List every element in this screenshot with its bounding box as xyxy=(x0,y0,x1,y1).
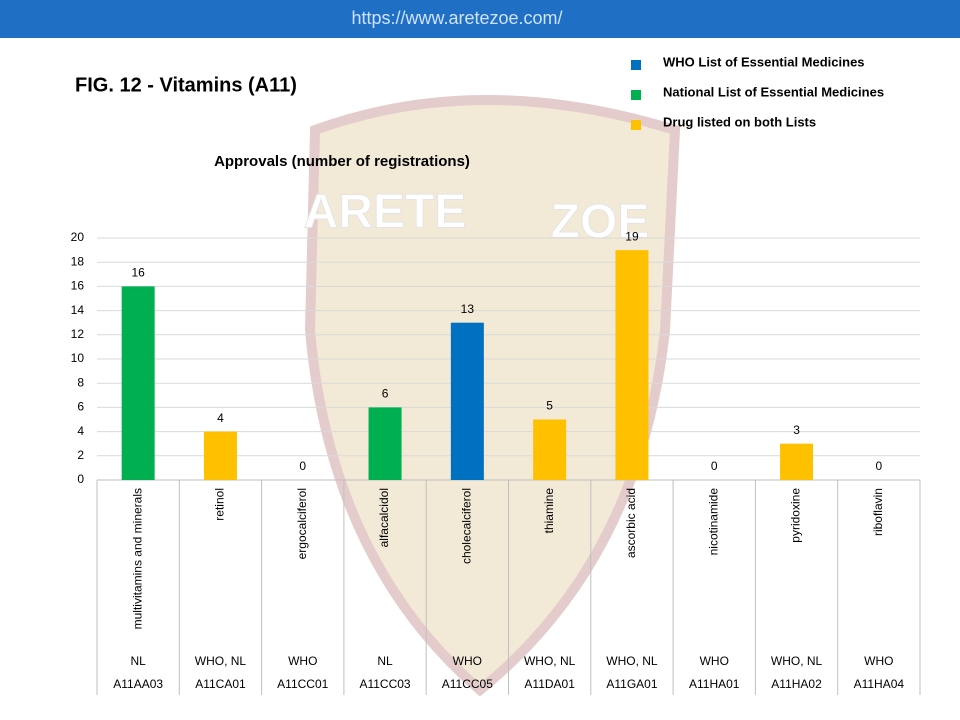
chart-title: FIG. 12 - Vitamins (A11) xyxy=(75,74,297,96)
code-label: A11AA03 xyxy=(113,677,163,691)
data-label: 0 xyxy=(299,459,306,473)
y-tick-label: 18 xyxy=(71,254,85,268)
x-tick-label: cholecalciferol xyxy=(460,488,474,564)
legend-swatch xyxy=(631,60,641,70)
code-label: A11CA01 xyxy=(195,677,246,691)
code-label: A11HA04 xyxy=(854,677,905,691)
legend-swatch xyxy=(631,120,641,130)
x-tick-label: retinol xyxy=(213,488,227,521)
chart-subtitle: Approvals (number of registrations) xyxy=(214,153,470,170)
data-label: 5 xyxy=(546,399,553,413)
x-tick-label: alfacalcidol xyxy=(377,488,391,547)
bar xyxy=(533,419,567,480)
list-label: NL xyxy=(377,654,393,668)
code-label: A11CC05 xyxy=(442,677,493,691)
data-label: 19 xyxy=(625,229,639,243)
header-url[interactable]: https://www.aretezoe.com/ xyxy=(351,8,562,28)
list-label: WHO xyxy=(864,654,893,668)
y-tick-label: 16 xyxy=(71,279,85,293)
header-bar xyxy=(0,0,960,38)
data-label: 4 xyxy=(217,411,224,425)
list-label: WHO, NL xyxy=(524,654,576,668)
x-tick-label: multivitamins and minerals xyxy=(130,488,144,629)
y-tick-label: 10 xyxy=(71,351,85,365)
list-label: WHO xyxy=(288,654,317,668)
list-label: WHO, NL xyxy=(195,654,247,668)
legend-label: WHO List of Essential Medicines xyxy=(663,54,865,69)
y-tick-label: 2 xyxy=(77,448,84,462)
watermark-shield xyxy=(304,95,681,697)
x-tick-label: thiamine xyxy=(542,488,556,534)
watermark-text: ARETE xyxy=(304,186,467,239)
bar xyxy=(121,286,155,480)
x-tick-label: pyridoxine xyxy=(789,488,803,543)
code-label: A11HA02 xyxy=(771,677,822,691)
list-label: WHO, NL xyxy=(606,654,658,668)
x-tick-label: nicotinamide xyxy=(706,488,720,556)
y-tick-label: 12 xyxy=(71,327,85,341)
bar xyxy=(780,443,814,480)
bar xyxy=(203,431,237,480)
data-label: 6 xyxy=(382,387,389,401)
bar xyxy=(615,250,649,480)
code-label: A11CC03 xyxy=(359,677,410,691)
bar xyxy=(368,407,402,480)
watermark-text: ZOE xyxy=(551,196,650,249)
list-label: WHO xyxy=(453,654,482,668)
y-tick-label: 0 xyxy=(77,472,84,486)
y-tick-label: 6 xyxy=(77,400,84,414)
code-label: A11HA01 xyxy=(689,677,740,691)
legend-label: Drug listed on both Lists xyxy=(663,114,816,129)
x-tick-label: ascorbic acid xyxy=(624,488,638,558)
x-tick-label: riboflavin xyxy=(871,488,885,536)
data-label: 0 xyxy=(876,459,883,473)
legend-label: National List of Essential Medicines xyxy=(663,84,884,99)
bar xyxy=(450,322,484,480)
data-label: 13 xyxy=(461,302,475,316)
list-label: WHO xyxy=(700,654,729,668)
x-tick-label: ergocalciferol xyxy=(295,488,309,559)
y-tick-label: 4 xyxy=(77,424,84,438)
list-label: NL xyxy=(130,654,146,668)
legend-swatch xyxy=(631,90,641,100)
list-label: WHO, NL xyxy=(771,654,823,668)
y-tick-label: 8 xyxy=(77,375,84,389)
y-tick-label: 14 xyxy=(71,303,85,317)
code-label: A11DA01 xyxy=(524,677,575,691)
watermark: ARETE ZOE xyxy=(303,95,681,697)
data-label: 3 xyxy=(793,423,800,437)
code-label: A11CC01 xyxy=(277,677,328,691)
data-label: 0 xyxy=(711,459,718,473)
y-tick-label: 20 xyxy=(71,230,85,244)
data-label: 16 xyxy=(131,266,145,280)
code-label: A11GA01 xyxy=(606,677,657,691)
